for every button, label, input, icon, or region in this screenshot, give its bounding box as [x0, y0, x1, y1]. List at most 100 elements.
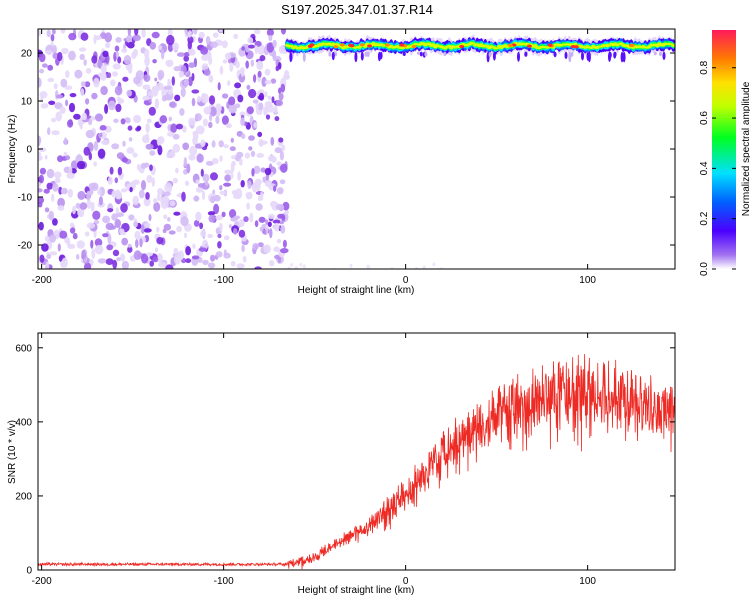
noise-speckle — [39, 167, 47, 175]
noise-speckle — [132, 34, 141, 42]
noise-speckle — [205, 180, 209, 186]
colorbar-tick-label: 0.2 — [699, 211, 710, 225]
noise-speckle — [281, 29, 286, 35]
ridge-drip — [488, 51, 492, 58]
noise-speckle — [276, 187, 284, 195]
noise-speckle — [249, 212, 254, 223]
noise-speckle — [268, 213, 275, 219]
noise-speckle — [188, 76, 193, 87]
noise-speckle — [51, 130, 60, 136]
noise-speckle — [52, 29, 56, 35]
noise-speckle — [284, 209, 289, 215]
noise-speckle — [38, 221, 44, 231]
ridge-drip — [366, 51, 370, 58]
noise-speckle — [154, 247, 159, 253]
noise-speckle — [77, 209, 83, 217]
noise-speckle — [229, 146, 236, 152]
noise-speckle — [252, 183, 258, 193]
noise-speckle — [121, 188, 128, 193]
noise-speckle — [234, 82, 242, 89]
noise-speckle — [202, 239, 209, 250]
ridge-drip — [416, 51, 420, 55]
noise-speckle — [188, 30, 192, 38]
noise-speckle — [126, 89, 133, 97]
noise-speckle — [164, 182, 173, 193]
noise-speckle — [237, 171, 241, 181]
noise-speckle — [133, 114, 142, 124]
noise-speckle — [79, 121, 83, 130]
noise-speckle — [266, 42, 275, 53]
noise-speckle — [221, 211, 226, 218]
y-tick-label: 400 — [15, 417, 32, 428]
noise-speckle — [208, 75, 214, 83]
noise-speckle — [353, 270, 356, 274]
noise-speckle — [188, 62, 196, 68]
noise-speckle — [83, 59, 87, 66]
ridge-drip — [289, 51, 293, 63]
noise-speckle — [212, 189, 216, 195]
noise-speckle — [142, 134, 150, 144]
snr-axes: -200 -100 0 100 0 200 400 600 — [15, 333, 675, 587]
noise-speckle — [231, 189, 238, 196]
noise-speckle — [99, 125, 107, 131]
noise-speckle — [112, 71, 118, 77]
noise-speckle — [274, 147, 283, 154]
noise-speckle — [111, 190, 117, 198]
noise-speckle — [107, 208, 114, 213]
noise-speckle — [120, 203, 128, 213]
noise-speckle — [39, 68, 45, 74]
noise-speckle — [115, 37, 122, 43]
noise-speckle — [265, 219, 269, 225]
noise-speckle — [235, 60, 240, 69]
noise-speckle — [252, 242, 259, 250]
noise-speckle — [38, 174, 45, 184]
noise-speckle — [68, 166, 73, 175]
noise-speckle — [47, 127, 51, 136]
noise-speckle — [242, 255, 247, 263]
noise-speckle — [61, 257, 68, 268]
noise-speckle — [210, 41, 218, 48]
noise-speckle — [97, 189, 102, 196]
noise-speckle — [240, 180, 245, 188]
noise-speckle — [95, 35, 102, 41]
noise-speckle — [156, 253, 163, 263]
noise-speckle — [200, 139, 206, 147]
noise-speckle — [167, 43, 174, 52]
ridge-drip — [492, 51, 496, 61]
noise-speckle — [324, 270, 327, 274]
noise-speckle — [185, 246, 192, 256]
noise-speckle — [48, 210, 54, 221]
noise-speckle — [218, 29, 223, 33]
ridge-drip — [360, 51, 364, 61]
noise-speckle — [272, 39, 277, 48]
noise-speckle — [100, 85, 108, 96]
noise-speckle — [158, 261, 167, 268]
noise-speckle — [219, 185, 223, 191]
noise-speckle — [38, 136, 41, 146]
noise-speckle — [282, 239, 287, 248]
noise-speckle — [141, 253, 149, 264]
noise-speckle — [255, 203, 263, 211]
noise-speckle — [258, 102, 264, 111]
noise-speckle — [119, 228, 125, 235]
noise-speckle — [290, 262, 294, 267]
noise-speckle — [149, 260, 154, 267]
noise-speckle — [253, 29, 261, 35]
noise-speckle — [61, 47, 69, 55]
x-tick-label: -100 — [214, 576, 234, 587]
x-tick-label: -200 — [32, 275, 52, 286]
noise-speckle — [149, 150, 156, 156]
noise-speckle — [153, 201, 161, 212]
noise-speckle — [209, 114, 213, 122]
noise-speckle — [104, 32, 112, 43]
noise-speckle — [91, 248, 96, 259]
noise-speckle — [274, 254, 281, 260]
noise-speckle — [38, 188, 43, 193]
noise-speckle — [133, 221, 139, 228]
noise-speckle — [47, 77, 55, 83]
noise-speckle — [299, 262, 303, 267]
noise-speckle — [163, 214, 168, 220]
noise-speckle — [136, 125, 142, 131]
